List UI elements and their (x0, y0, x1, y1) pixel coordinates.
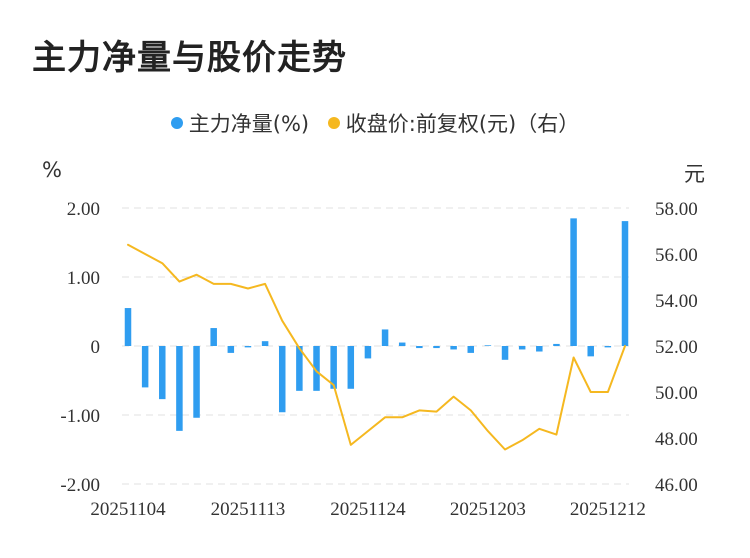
legend-bar-marker-icon (170, 117, 183, 129)
right-tick-label: 58.00 (655, 199, 698, 220)
flow-bar (450, 346, 457, 350)
flow-bar (347, 346, 355, 389)
x-tick-label: 20251124 (330, 499, 406, 520)
flow-bar (364, 346, 372, 359)
flow-bar (210, 328, 217, 346)
left-tick-label: 2.00 (67, 199, 100, 220)
legend-line-marker-icon (327, 117, 340, 129)
right-tick-label: 46.00 (655, 475, 698, 496)
chart-title: 主力净量与股价走势 (32, 38, 347, 78)
grid-layer (122, 207, 629, 485)
right-tick-label: 48.00 (655, 429, 698, 450)
x-tick-label: 20251113 (211, 499, 286, 520)
left-tick-label: -1.00 (60, 406, 100, 427)
flow-bar (570, 218, 577, 346)
flow-bar (398, 342, 406, 346)
legend-label-close-price: 收盘价:前复权(元)（右） (345, 112, 580, 136)
right-tick-label: 50.00 (655, 383, 698, 404)
flow-bar (141, 346, 149, 388)
left-tick-label: 0 (91, 337, 101, 358)
flow-bar (227, 346, 235, 353)
flow-bar (381, 329, 389, 346)
flow-bar (604, 346, 612, 348)
legend-label-main-flow: 主力净量(%) (188, 112, 310, 136)
flow-bar (467, 346, 475, 353)
flow-bar (244, 346, 252, 348)
legend-item-main-flow[interactable]: 主力净量(%) (170, 108, 310, 138)
line-layer (127, 243, 626, 451)
flow-bar (587, 346, 594, 357)
flow-bar (330, 346, 337, 389)
flow-bar (176, 346, 183, 431)
x-tick-label: 20251104 (90, 499, 166, 520)
axis-layer: 2.00 1.00 0 -1.00 -2.00 58.00 56.00 54.00 52.00 5… (60, 199, 697, 520)
close-price-line (127, 243, 626, 451)
flow-bar (124, 308, 132, 346)
flow-bar (536, 346, 543, 352)
flow-bar (261, 341, 269, 346)
flow-bar (278, 346, 286, 413)
bar-layer (124, 218, 629, 431)
flow-bar (313, 346, 320, 391)
legend-item-close-price[interactable]: 收盘价:前复权(元)（右） (327, 108, 580, 138)
flow-bar (416, 346, 423, 349)
left-axis-unit: % (42, 158, 62, 182)
legend: 主力净量(%) 收盘价:前复权(元)（右） (0, 108, 750, 138)
flow-bar (193, 346, 200, 418)
right-axis-unit: 元 (684, 162, 705, 186)
flow-bar (159, 346, 166, 400)
right-tick-label: 54.00 (655, 291, 698, 312)
right-tick-label: 56.00 (655, 245, 698, 266)
right-tick-label: 52.00 (655, 337, 698, 358)
flow-bar (501, 346, 509, 360)
flow-bar (484, 345, 492, 346)
flow-bar (621, 221, 629, 346)
flow-bar (433, 346, 440, 349)
left-tick-label: -2.00 (60, 475, 100, 496)
x-tick-label: 20251212 (570, 499, 646, 520)
x-tick-label: 20251203 (450, 499, 526, 520)
left-tick-label: 1.00 (67, 268, 100, 289)
flow-bar (553, 343, 560, 346)
flow-bar (296, 346, 303, 391)
flow-bar (518, 346, 526, 350)
